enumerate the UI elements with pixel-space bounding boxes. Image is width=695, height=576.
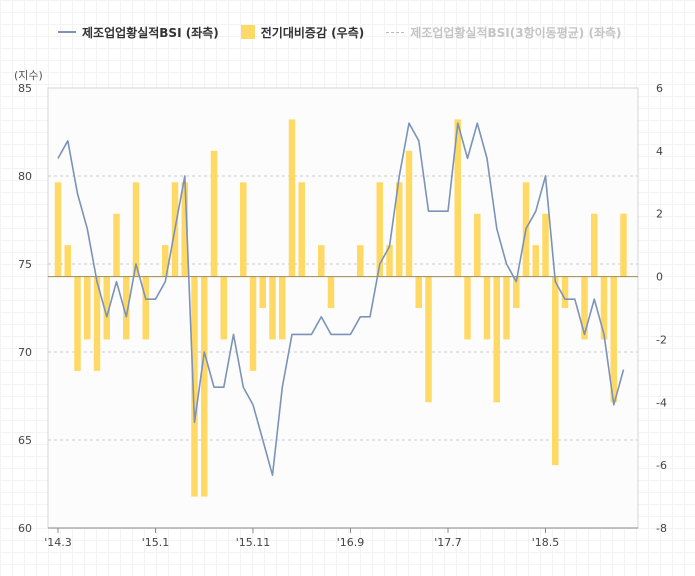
bar-mark bbox=[64, 245, 71, 277]
bar-mark bbox=[123, 276, 130, 340]
bar-mark bbox=[298, 182, 305, 277]
legend-bar-swatch bbox=[240, 25, 255, 39]
bar-mark bbox=[513, 276, 520, 308]
bar-mark bbox=[113, 213, 120, 277]
legend-dash-swatch bbox=[386, 31, 405, 33]
bar-mark bbox=[620, 213, 627, 277]
bar-mark bbox=[279, 276, 286, 340]
left-axis-unit: (지수) bbox=[14, 69, 43, 82]
bar-mark bbox=[93, 276, 101, 371]
left-tick-label: 60 bbox=[18, 522, 32, 535]
bar-mark bbox=[425, 276, 432, 403]
right-tick-label: -8 bbox=[656, 522, 667, 535]
right-tick-label: -4 bbox=[656, 396, 667, 409]
right-tick-label: 6 bbox=[656, 82, 663, 95]
bar-mark bbox=[249, 276, 257, 371]
bar-mark bbox=[103, 276, 110, 340]
legend-item-moving-average[interactable]: 제조업업황실적BSI(3항이동평균) (좌측) bbox=[386, 24, 622, 41]
bar-mark bbox=[142, 276, 149, 340]
bar-mark bbox=[162, 245, 169, 277]
bar-mark bbox=[386, 245, 393, 277]
right-tick-label: -6 bbox=[656, 459, 667, 472]
right-tick-label: 4 bbox=[656, 145, 663, 158]
bar-mark bbox=[600, 276, 608, 340]
bar-mark bbox=[259, 276, 266, 308]
bar-mark bbox=[201, 276, 208, 497]
x-tick-label: '18.5 bbox=[532, 536, 560, 549]
bar-mark bbox=[396, 182, 403, 277]
bar-mark bbox=[532, 245, 539, 277]
legend-item-change[interactable]: 전기대비증감 (우측) bbox=[240, 24, 365, 41]
bar-mark bbox=[318, 245, 325, 277]
left-tick-label: 85 bbox=[18, 82, 32, 95]
x-tick-label: '17.7 bbox=[434, 536, 462, 549]
legend-label-change: 전기대비증감 (우측) bbox=[260, 25, 365, 40]
x-tick-label: '15.11 bbox=[236, 536, 271, 549]
bar-mark bbox=[591, 213, 598, 277]
left-tick-label: 65 bbox=[18, 434, 32, 447]
right-tick-label: 0 bbox=[656, 271, 663, 284]
left-tick-label: 75 bbox=[18, 258, 32, 271]
bar-mark bbox=[503, 276, 510, 340]
legend-label-bsi: 제조업업황실적BSI (좌측) bbox=[82, 25, 219, 40]
bar-mark bbox=[220, 276, 227, 340]
bar-mark bbox=[181, 182, 188, 277]
x-tick-label: '14.3 bbox=[44, 536, 72, 549]
right-tick-label: -2 bbox=[656, 333, 667, 346]
bar-mark bbox=[54, 182, 62, 277]
left-tick-label: 70 bbox=[18, 346, 32, 359]
bar-mark bbox=[84, 276, 91, 340]
plot-area bbox=[47, 87, 639, 529]
bar-mark bbox=[561, 276, 569, 308]
bar-mark bbox=[74, 276, 81, 371]
chart-legend: 제조업업황실적BSI (좌측) 전기대비증감 (우측) 제조업업황실적BSI(3… bbox=[58, 22, 644, 42]
bar-mark bbox=[581, 276, 588, 340]
bar-mark bbox=[132, 182, 140, 277]
bsi-line bbox=[57, 122, 625, 477]
bar-mark bbox=[376, 182, 383, 277]
left-tick-label: 80 bbox=[18, 170, 32, 183]
bar-mark bbox=[493, 276, 500, 403]
right-tick-label: 2 bbox=[656, 208, 663, 221]
bar-mark bbox=[357, 245, 364, 277]
x-tick-label: '16.9 bbox=[337, 536, 365, 549]
bar-mark bbox=[474, 213, 481, 277]
bar-mark bbox=[464, 276, 471, 340]
bar-mark bbox=[483, 276, 491, 340]
bar-mark bbox=[415, 276, 422, 308]
bar-mark bbox=[610, 276, 617, 403]
bar-mark bbox=[210, 150, 218, 277]
bar-mark bbox=[405, 150, 413, 277]
legend-line-swatch bbox=[58, 31, 76, 33]
bar-mark bbox=[454, 119, 461, 277]
bar-mark bbox=[288, 119, 296, 277]
bar-mark bbox=[269, 276, 276, 340]
bar-mark bbox=[327, 276, 335, 308]
x-tick-label: '15.1 bbox=[142, 536, 170, 549]
bar-mark bbox=[240, 182, 247, 277]
bar-mark bbox=[542, 213, 549, 277]
legend-label-moving-average: 제조업업황실적BSI(3항이동평균) (좌측) bbox=[410, 25, 622, 40]
bar-mark bbox=[552, 276, 559, 466]
legend-item-bsi[interactable]: 제조업업황실적BSI (좌측) bbox=[58, 24, 219, 41]
bar-mark bbox=[191, 276, 198, 497]
